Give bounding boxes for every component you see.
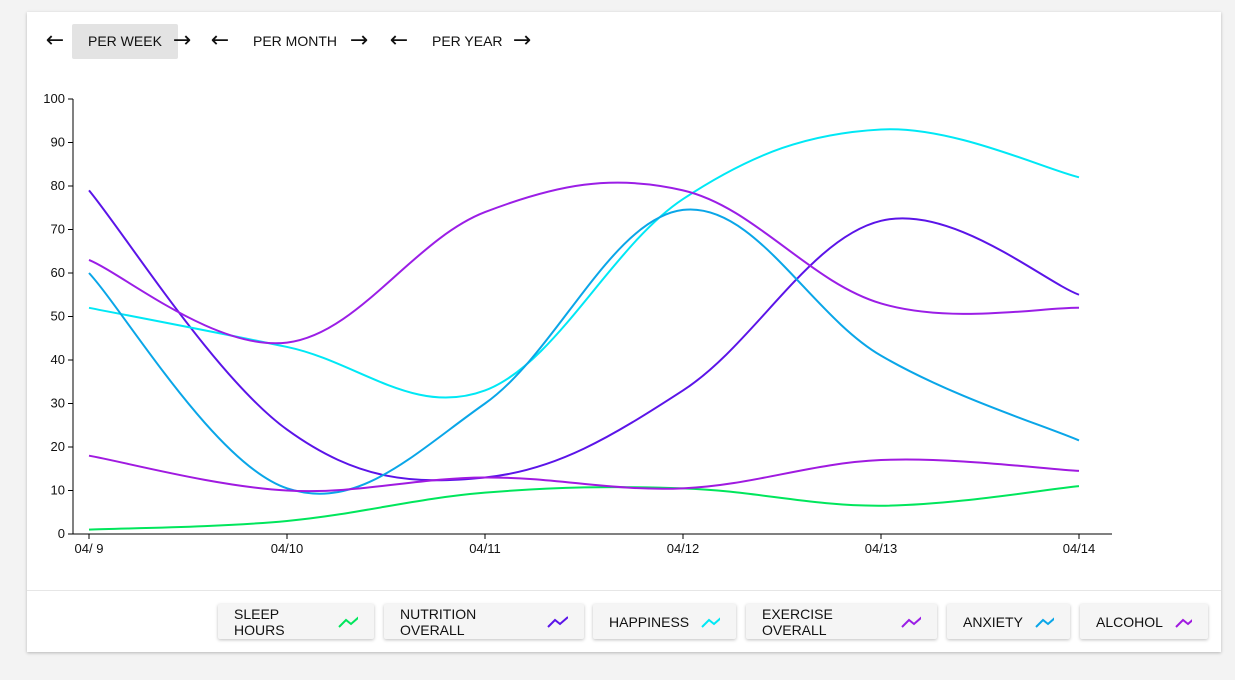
x-tick-label: 04/12 [667, 541, 700, 556]
per-month-tab[interactable]: PER MONTH [253, 33, 337, 49]
legend-label: HAPPINESS [609, 613, 690, 630]
period-navigation: ← PER WEEK → ← PER MONTH → ← PER YEAR → [27, 12, 1221, 70]
y-tick-label: 20 [51, 439, 65, 454]
series-line-anxiety [88, 208, 1080, 495]
legend-toggle-alcohol[interactable]: ALCOHOL [1080, 604, 1208, 639]
series-line-sleep-hours [88, 485, 1080, 531]
legend-toggle-sleep-hours[interactable]: SLEEP HOURS [218, 604, 374, 639]
y-tick-label: 100 [43, 91, 65, 106]
legend-toggle-anxiety[interactable]: ANXIETY [947, 604, 1070, 639]
prev-year-arrow-icon[interactable]: ← [389, 28, 409, 53]
divider [27, 590, 1221, 591]
line-chart: 0 10 20 30 40 50 60 70 80 90 100 04/ 9 04/10 04/11 04/… [43, 91, 1112, 556]
legend-toggle-nutrition-overall[interactable]: NUTRITION OVERALL [384, 604, 584, 639]
prev-week-arrow-icon[interactable]: ← [45, 28, 65, 53]
x-tick-label: 04/ 9 [75, 541, 104, 556]
legend-label: EXERCISE OVERALL [762, 605, 833, 638]
per-year-tab[interactable]: PER YEAR [432, 33, 503, 49]
legend-toggle-exercise-overall[interactable]: EXERCISE OVERALL [746, 604, 937, 639]
trend-line-icon [901, 616, 921, 628]
prev-month-arrow-icon[interactable]: ← [210, 28, 230, 53]
chart-card: ← PER WEEK → ← PER MONTH → ← PER YEAR → … [27, 12, 1221, 652]
x-tick-label: 04/13 [865, 541, 898, 556]
per-week-tab[interactable]: PER WEEK [72, 24, 178, 59]
next-year-arrow-icon[interactable]: → [512, 28, 532, 53]
series-line-alcohol [88, 454, 1080, 493]
trend-line-icon [547, 615, 568, 628]
x-tick-label: 04/11 [469, 541, 501, 556]
y-tick-label: 70 [51, 222, 65, 237]
y-tick-label: 80 [51, 178, 65, 193]
x-tick-label: 04/10 [271, 541, 304, 556]
legend-label: SLEEP HOURS [234, 605, 285, 638]
trend-line-icon [701, 617, 720, 628]
legend-label: ALCOHOL [1096, 613, 1163, 630]
legend-label: ANXIETY [963, 613, 1023, 630]
series-line-happiness [88, 128, 1080, 399]
y-tick-label: 50 [51, 309, 65, 324]
trend-line-icon [337, 615, 358, 628]
series-line-nutrition-overall [88, 189, 1080, 482]
y-tick-label: 60 [51, 265, 65, 280]
legend-toggle-happiness[interactable]: HAPPINESS [593, 604, 736, 639]
y-tick-label: 0 [58, 526, 65, 541]
y-tick-label: 30 [51, 396, 65, 411]
series-line-exercise-overall [88, 181, 1080, 345]
x-tick-label: 04/14 [1063, 541, 1096, 556]
next-week-arrow-icon[interactable]: → [172, 28, 192, 53]
y-tick-label: 40 [51, 352, 65, 367]
y-tick-label: 90 [51, 135, 65, 150]
trend-line-icon [1175, 618, 1192, 628]
trend-line-icon [1035, 616, 1054, 628]
legend-label: NUTRITION OVERALL [400, 605, 477, 638]
next-month-arrow-icon[interactable]: → [349, 28, 369, 53]
y-tick-label: 10 [51, 483, 65, 498]
